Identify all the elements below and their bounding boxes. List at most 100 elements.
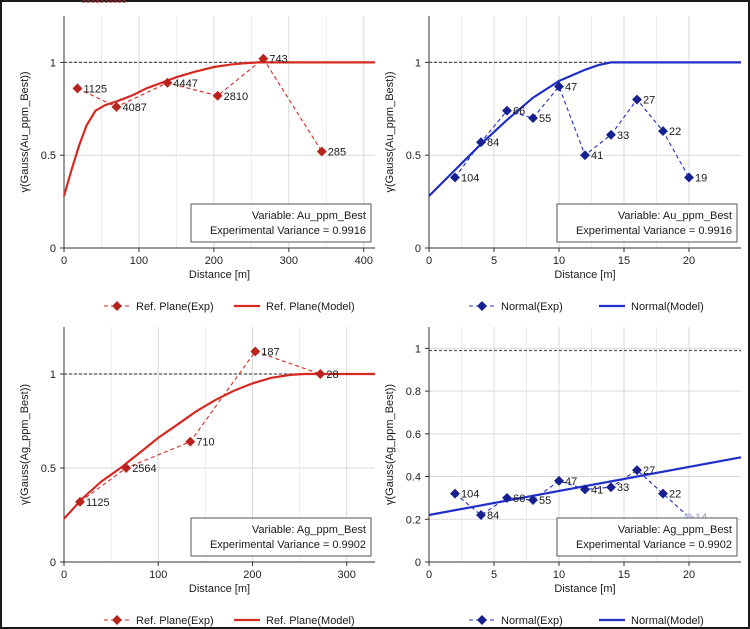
- data-label: 84: [487, 137, 499, 149]
- y-tick-label: 1: [50, 57, 56, 69]
- x-tick-label: 10: [553, 569, 565, 581]
- y-tick-label: 1: [415, 343, 421, 355]
- experimental-line: [454, 469, 690, 518]
- x-tick-label: 20: [683, 569, 695, 581]
- y-tick-label: 0: [415, 557, 421, 569]
- legend: Normal(Exp) Normal(Model): [469, 615, 704, 627]
- data-label: 33: [617, 482, 629, 494]
- x-tick-label: 400: [355, 255, 373, 267]
- variable-info-box: Variable: Au_ppm_Best Experimental Varian…: [556, 203, 738, 243]
- data-point[interactable]: [450, 172, 460, 183]
- data-label: 4087: [122, 102, 146, 114]
- variance-text: Experimental Variance = 0.9916: [210, 225, 366, 237]
- x-tick-label: 15: [618, 569, 630, 581]
- data-point[interactable]: [476, 137, 486, 148]
- data-label: 285: [328, 146, 346, 158]
- data-label: 55: [539, 113, 551, 125]
- data-point[interactable]: [658, 126, 668, 137]
- data-point[interactable]: [632, 465, 642, 476]
- y-tick-label: 0.6: [406, 429, 421, 441]
- y-tick-label: 0.5: [406, 150, 421, 162]
- data-point[interactable]: [212, 90, 223, 101]
- data-point[interactable]: [632, 94, 642, 105]
- y-tick-label: 0: [415, 243, 421, 255]
- data-label: 27: [643, 465, 655, 477]
- x-tick-label: 20: [683, 255, 695, 267]
- x-tick-label: 5: [491, 569, 497, 581]
- data-label: 1125: [83, 83, 107, 95]
- data-label: 41: [591, 484, 603, 496]
- data-point[interactable]: [684, 172, 694, 183]
- variable-text: Variable: Ag_ppm_Best: [618, 524, 732, 536]
- y-tick-label: 0: [50, 243, 56, 255]
- legend-model-label: Ref. Plane(Model): [266, 301, 355, 313]
- model-curve: [62, 61, 375, 197]
- legend-exp-marker: [112, 301, 122, 311]
- variance-text: Experimental Variance = 0.9916: [576, 225, 732, 237]
- data-label: 28: [326, 369, 338, 381]
- panel-au-ref-plane: 0 100 200 300 400 0 0.5 1 Distance [m] γ(Gauss(Au…: [19, 16, 375, 313]
- info-box-border: [556, 517, 738, 557]
- x-tick-label: 0: [426, 255, 432, 267]
- data-label: 47: [565, 476, 577, 488]
- data-point[interactable]: [528, 495, 538, 505]
- x-tick-label: 15: [618, 255, 630, 267]
- data-point[interactable]: [554, 475, 564, 486]
- data-point[interactable]: [580, 484, 590, 495]
- legend-exp-marker: [112, 615, 122, 625]
- data-label: 66: [513, 493, 525, 505]
- data-label: 4447: [173, 78, 197, 90]
- legend-exp-label: Ref. Plane(Exp): [136, 301, 214, 313]
- x-tick-label: 200: [205, 255, 223, 267]
- data-point[interactable]: [658, 488, 668, 499]
- data-label: 187: [261, 346, 279, 358]
- data-label: 84: [487, 510, 499, 522]
- model-curve: [63, 372, 375, 520]
- data-point[interactable]: [606, 482, 616, 493]
- data-point[interactable]: [185, 436, 196, 447]
- data-label: 47: [565, 82, 577, 94]
- data-label: 41: [591, 150, 603, 162]
- variable-text: Variable: Au_ppm_Best: [252, 210, 366, 222]
- y-tick-label: 1: [50, 369, 56, 381]
- variance-text: Experimental Variance = 0.9902: [576, 539, 732, 551]
- data-label: 2564: [132, 463, 156, 475]
- x-axis-label: Distance [m]: [189, 583, 250, 595]
- data-label: 2810: [224, 91, 248, 103]
- data-label: 710: [196, 437, 214, 449]
- info-box-border: [556, 203, 738, 243]
- x-tick-label: 300: [338, 569, 356, 581]
- legend: Normal(Exp) Normal(Model): [469, 301, 704, 313]
- data-label: 22: [669, 126, 681, 138]
- y-tick-label: 0.5: [41, 150, 56, 162]
- data-point[interactable]: [606, 129, 616, 140]
- data-point[interactable]: [72, 83, 83, 94]
- y-tick-label: 0.5: [41, 463, 56, 475]
- data-point[interactable]: [476, 510, 486, 520]
- data-point[interactable]: [580, 150, 590, 161]
- data-label: 104: [461, 172, 479, 184]
- legend-model-label: Ref. Plane(Model): [266, 615, 355, 627]
- model-curve: [428, 61, 741, 197]
- variable-text: Variable: Au_ppm_Best: [618, 210, 732, 222]
- x-axis-label: Distance [m]: [554, 269, 615, 281]
- x-tick-label: 0: [61, 569, 67, 581]
- data-point[interactable]: [162, 77, 173, 88]
- data-point[interactable]: [316, 146, 327, 157]
- data-label: 27: [643, 95, 655, 107]
- data-point[interactable]: [528, 113, 538, 124]
- data-point[interactable]: [450, 488, 460, 499]
- legend: Ref. Plane(Exp) Ref. Plane(Model): [104, 301, 355, 313]
- experimental-line: [77, 57, 323, 152]
- info-box-border: [190, 203, 372, 243]
- data-point[interactable]: [111, 101, 122, 112]
- cropped-title: ssssssssss: [82, 0, 127, 5]
- data-label: 104: [461, 489, 479, 501]
- variable-info-box: Variable: Au_ppm_Best Experimental Varian…: [190, 203, 372, 243]
- data-label: 66: [513, 106, 525, 118]
- data-point[interactable]: [554, 81, 564, 92]
- data-label: 55: [539, 495, 551, 507]
- variable-info-box: Variable: Ag_ppm_Best Experimental Varian…: [190, 517, 372, 557]
